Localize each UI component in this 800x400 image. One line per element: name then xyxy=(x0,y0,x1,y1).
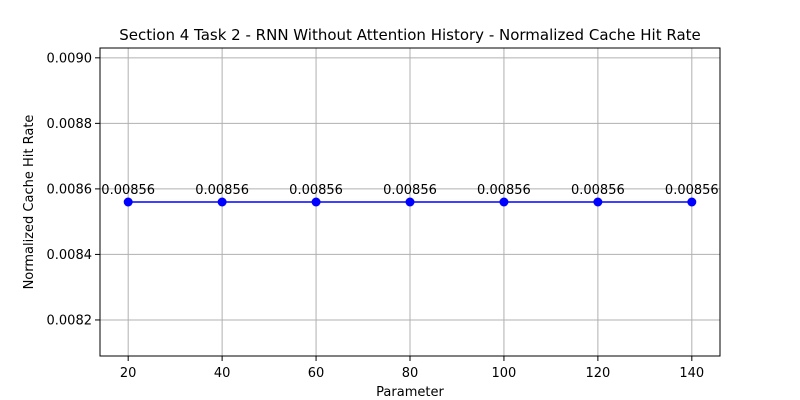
data-label-1: 0.00856 xyxy=(195,183,249,198)
data-label-0: 0.00856 xyxy=(101,183,155,198)
x-tick-label-1: 40 xyxy=(214,366,231,381)
data-point-6 xyxy=(687,197,697,207)
y-tick-label-3: 0.0088 xyxy=(47,117,93,132)
x-tick-label-6: 140 xyxy=(679,366,704,381)
data-label-4: 0.00856 xyxy=(477,183,531,198)
data-point-3 xyxy=(405,197,415,207)
data-point-0 xyxy=(123,197,133,207)
data-label-2: 0.00856 xyxy=(289,183,343,198)
data-label-6: 0.00856 xyxy=(665,183,719,198)
x-tick-label-5: 120 xyxy=(585,366,610,381)
y-tick-label-1: 0.0084 xyxy=(47,248,93,263)
axes: 20 40 60 80 100 120 140 0.0082 0.0084 0.0086 0.008… xyxy=(47,47,721,381)
data-point-2 xyxy=(311,197,321,207)
data-label-3: 0.00856 xyxy=(383,183,437,198)
series-layer: 0.00856 0.00856 0.00856 0.00856 0.00856 0.008… xyxy=(101,183,719,207)
data-label-5: 0.00856 xyxy=(571,183,625,198)
y-axis-label: Normalized Cache Hit Rate xyxy=(22,115,37,290)
x-tick-label-2: 60 xyxy=(308,366,325,381)
x-tick-label-0: 20 xyxy=(120,366,137,381)
data-point-5 xyxy=(593,197,603,207)
data-point-1 xyxy=(217,197,227,207)
x-tick-label-3: 80 xyxy=(402,366,419,381)
x-tick-label-4: 100 xyxy=(492,366,517,381)
y-tick-label-4: 0.0090 xyxy=(47,51,93,66)
data-point-4 xyxy=(499,197,509,207)
y-tick-label-2: 0.0086 xyxy=(47,182,93,197)
chart-title: Section 4 Task 2 - RNN Without Attention… xyxy=(119,26,701,44)
x-axis-label: Parameter xyxy=(376,385,444,400)
y-tick-label-0: 0.0082 xyxy=(47,313,93,328)
